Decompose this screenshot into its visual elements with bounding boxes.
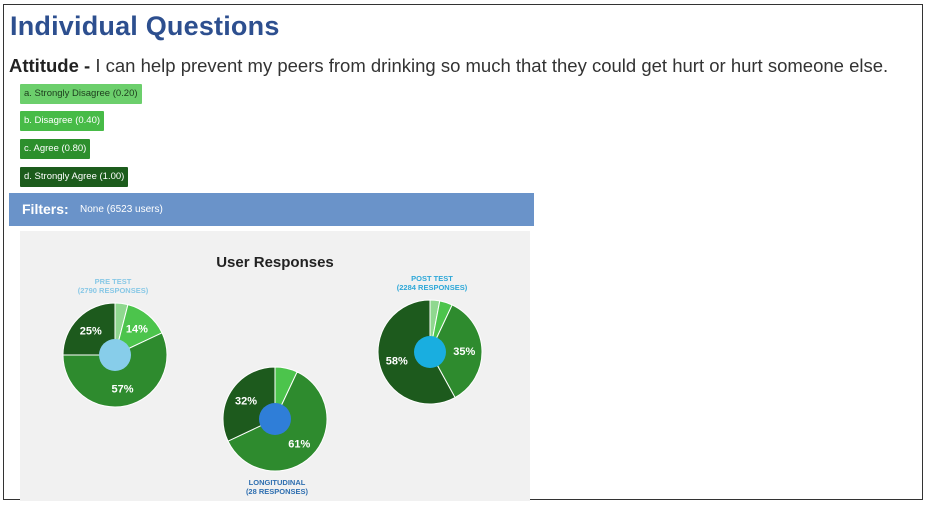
pie-sublabel-longitudinal: (28 RESPONSES): [246, 487, 309, 496]
question-statement: I can help prevent my peers from drinkin…: [90, 55, 889, 76]
pie-center-longitudinal: [259, 403, 291, 435]
chart-title: User Responses: [216, 254, 334, 271]
pie-data-label-pre-2: 57%: [111, 383, 133, 395]
question-category-label: Attitude -: [9, 55, 91, 76]
filters-label: Filters:: [22, 201, 69, 217]
legend-option-strongly-agree[interactable]: d. Strongly Agree (1.00): [20, 167, 129, 187]
legend-option-agree[interactable]: c. Agree (0.80): [20, 139, 91, 159]
pie-data-label-pre-3: 25%: [80, 326, 102, 338]
pie-data-label-longitudinal-3: 32%: [235, 396, 257, 408]
chart-panel: User Responses 14% 57% 25% PRE TEST (2790 RE…: [20, 231, 530, 501]
pie-data-label-post-3: 58%: [386, 356, 408, 368]
pie-name-longitudinal: LONGITUDINAL: [249, 478, 306, 487]
filters-bar[interactable]: Filters: None (6523 users): [9, 193, 534, 226]
pie-sublabel-pre: (2790 RESPONSES): [78, 286, 149, 295]
legend-option-disagree[interactable]: b. Disagree (0.40): [20, 111, 105, 131]
page-frame: Individual Questions Attitude - I can he…: [3, 4, 923, 501]
pie-center-pre: [99, 339, 131, 371]
filters-value: None (6523 users): [80, 204, 163, 215]
page-title: Individual Questions: [10, 11, 280, 41]
pie-center-post: [414, 336, 446, 368]
pie-slice-pre-3[interactable]: [62, 302, 116, 356]
pie-group: 14% 57% 25% PRE TEST(2790 RESPONSES) 61% 32% L…: [62, 274, 483, 496]
pie-slice-post-2[interactable]: [429, 304, 483, 399]
pie-sublabel-post: (2284 RESPONSES): [397, 283, 468, 292]
pie-data-label-pre-1: 14%: [126, 324, 148, 336]
user-responses-chart: User Responses 14% 57% 25% PRE TEST(2790 RE…: [62, 254, 483, 496]
question-text: Attitude - I can help prevent my peers f…: [9, 55, 888, 77]
pie-name-pre: PRE TEST: [95, 277, 132, 286]
legend-option-strongly-disagree[interactable]: a. Strongly Disagree (0.20): [20, 84, 142, 104]
pie-data-label-post-2: 35%: [453, 346, 475, 358]
pie-name-post: POST TEST: [411, 274, 453, 283]
pie-data-label-longitudinal-2: 61%: [288, 438, 310, 450]
